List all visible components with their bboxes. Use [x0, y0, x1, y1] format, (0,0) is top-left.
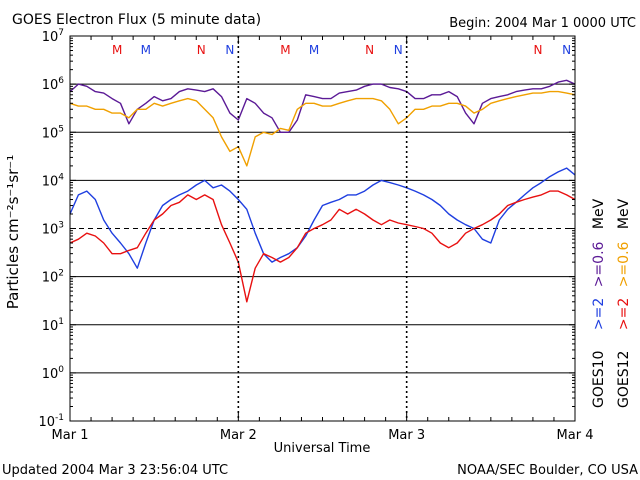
y-tick-label: 105 [42, 124, 64, 141]
legend-goes10-name: GOES10 [591, 351, 607, 408]
marker-label: N [225, 43, 234, 57]
legend-goes12-gt2: >=2 [616, 298, 632, 330]
series-line-0 [69, 79, 576, 134]
marker-label: M [309, 43, 319, 57]
y-tick-label: 102 [42, 269, 64, 286]
legend-goes12: GOES12 >=2 >=0.6 MeV [616, 198, 632, 408]
marker-label: N [365, 43, 374, 57]
legend-goes10: GOES10 >=2 >=0.6 MeV [591, 198, 607, 408]
y-tick-label: 101 [42, 317, 64, 334]
y-tick-label: 10-1 [38, 413, 64, 430]
legend-unit-bottom: MeV [616, 198, 632, 229]
series-line-3 [69, 190, 576, 303]
day-separators [237, 36, 408, 421]
marker-label: N [533, 43, 542, 57]
credit-label: NOAA/SEC Boulder, CO USA [457, 463, 638, 478]
y-axis-label: Particles cm⁻²s⁻¹sr⁻¹ [4, 155, 22, 309]
series-lines [69, 79, 576, 303]
legend-goes12-name: GOES12 [616, 351, 632, 408]
marker-label: N [562, 43, 571, 57]
y-tick-label: 104 [42, 172, 65, 189]
x-tick-label: Mar 1 [52, 428, 89, 443]
x-tick-label: Mar 4 [557, 428, 594, 443]
x-tick-label: Mar 3 [388, 428, 425, 443]
legend-goes10-gt06: >=0.6 [591, 241, 607, 287]
legend-goes12-gt06: >=0.6 [616, 241, 632, 287]
updated-label: Updated 2004 Mar 3 23:56:04 UTC [2, 463, 228, 478]
x-axis-ticks: Mar 1 Mar 2 Mar 3 Mar 4 [52, 36, 594, 443]
marker-label: N [197, 43, 206, 57]
legend-goes10-gt2: >=2 [591, 298, 607, 330]
legend-unit-top: MeV [591, 198, 607, 229]
marker-label: M [112, 43, 122, 57]
y-tick-label: 100 [42, 365, 65, 382]
marker-label: M [280, 43, 290, 57]
y-tick-label: 107 [42, 28, 64, 45]
y-tick-label: 103 [42, 221, 64, 238]
marker-label: N [394, 43, 403, 57]
grid-lines [70, 83, 575, 374]
begin-label: Begin: 2004 Mar 1 0000 UTC [449, 16, 636, 31]
chart-title: GOES Electron Flux (5 minute data) [12, 12, 261, 28]
series-line-1 [69, 90, 576, 167]
marker-label: M [141, 43, 151, 57]
x-tick-label: Mar 2 [220, 428, 257, 443]
y-tick-label: 106 [42, 76, 65, 93]
x-axis-label: Universal Time [274, 441, 371, 456]
